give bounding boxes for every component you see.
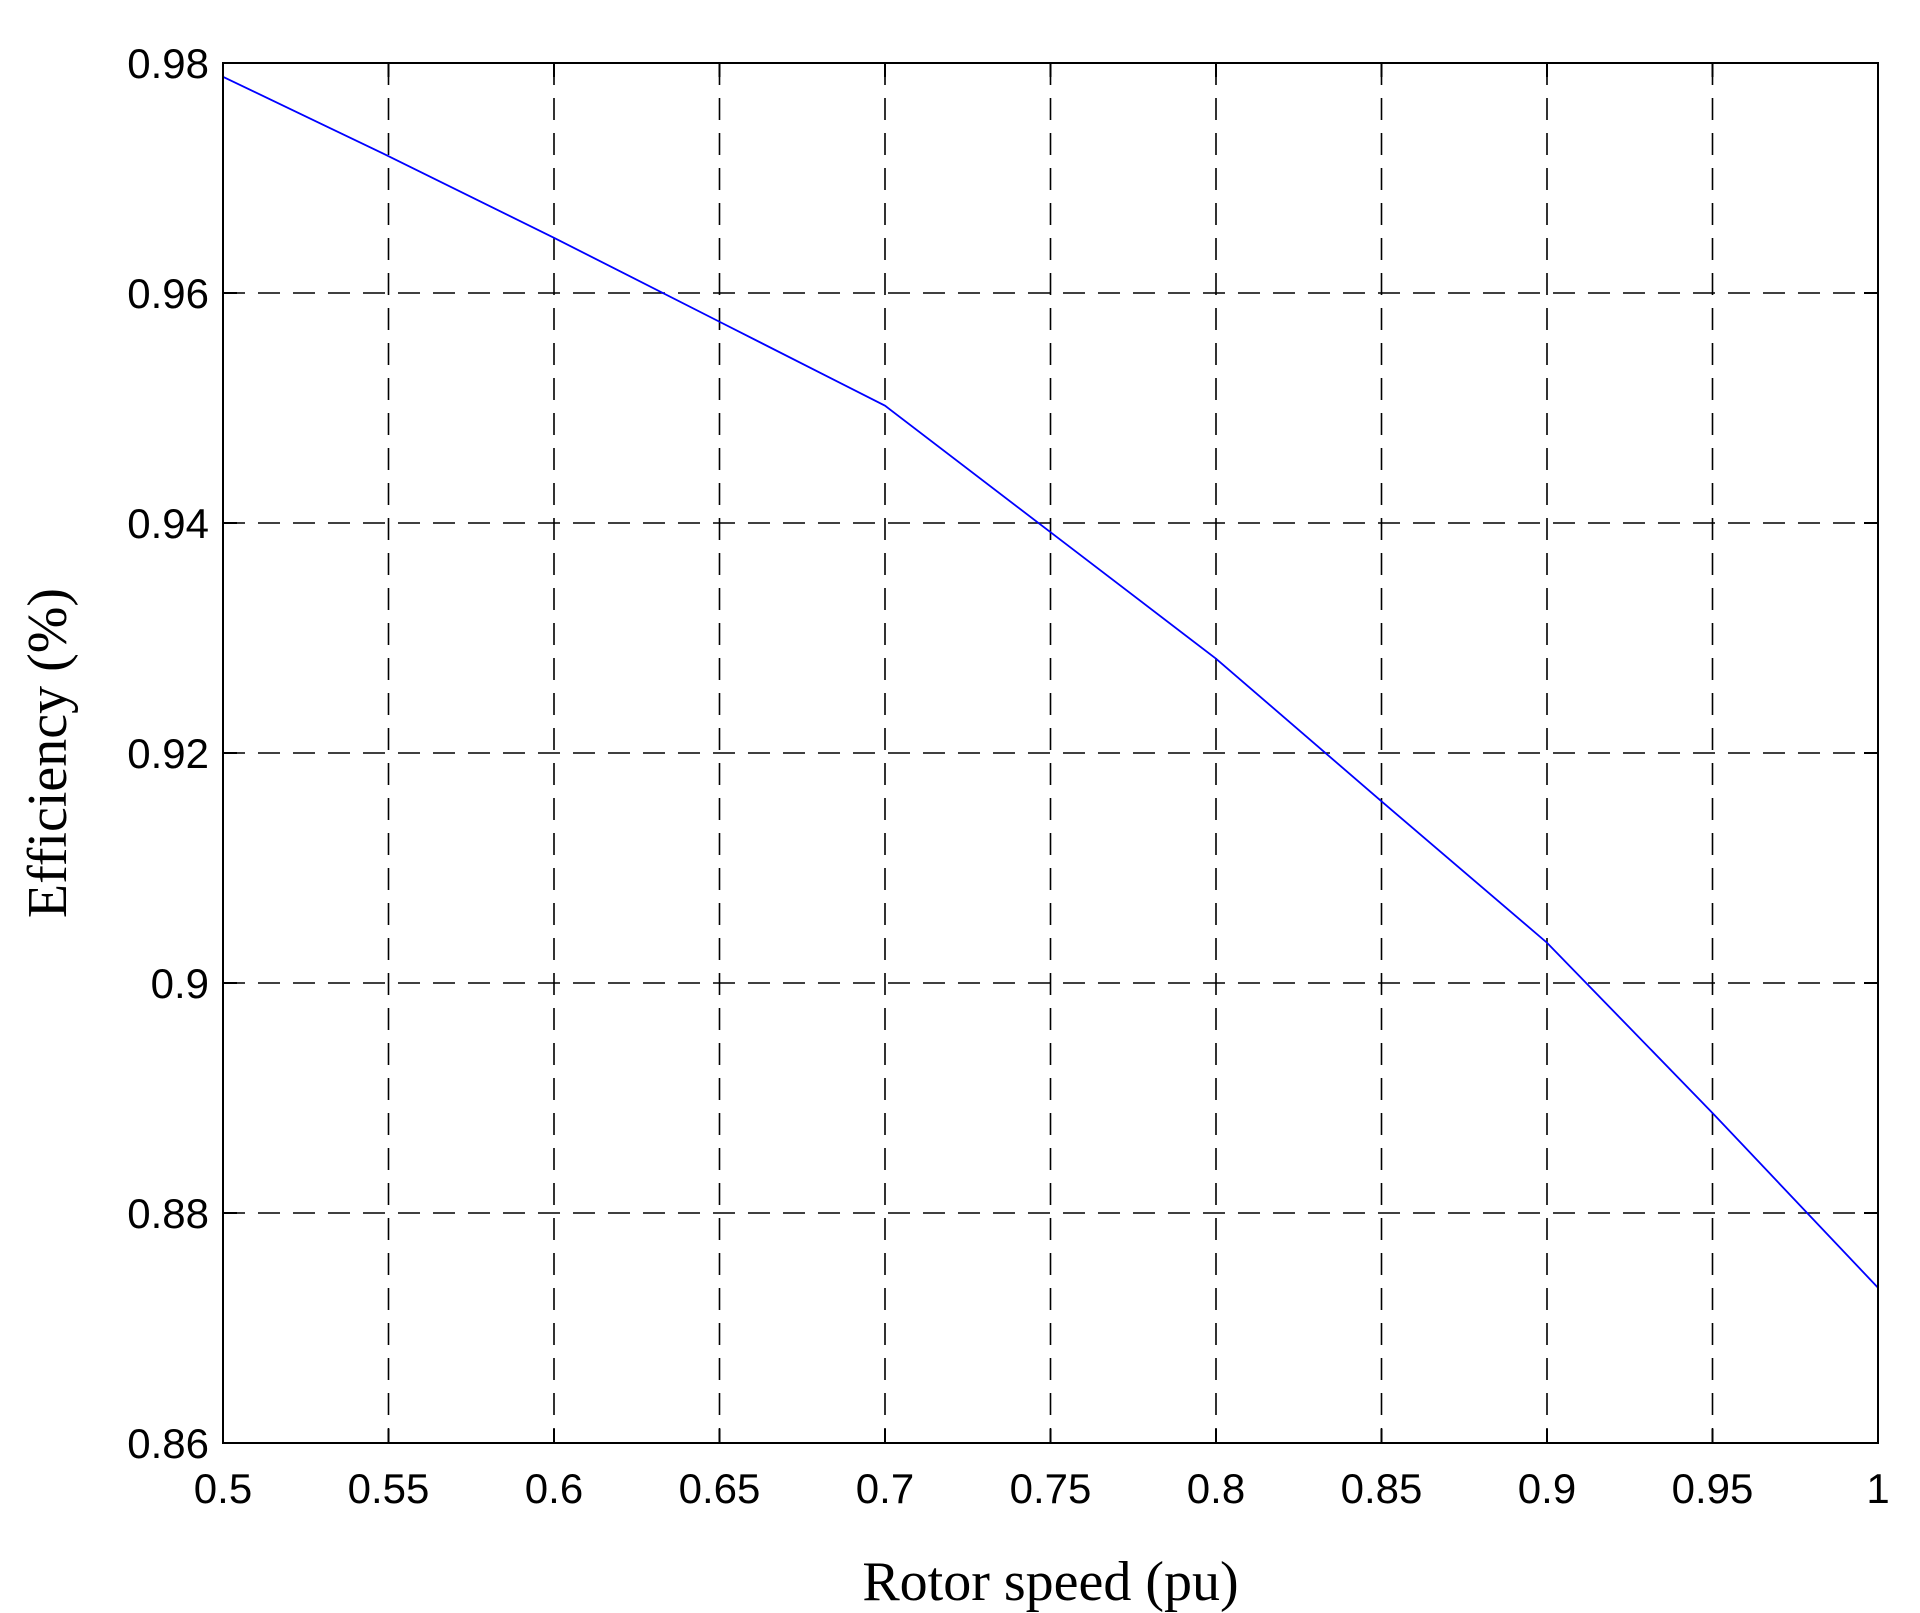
series-layer xyxy=(222,75,1879,1289)
efficiency-series-line xyxy=(222,75,1879,1289)
x-axis-ticks: 0.5 0.55 0.6 0.65 0.7 0.75 0.8 0.85 0.9 0.95 1 xyxy=(194,63,1890,1512)
x-tick-label: 0.5 xyxy=(194,1465,252,1512)
x-tick-label: 0.95 xyxy=(1672,1465,1754,1512)
x-tick-label: 0.55 xyxy=(348,1465,430,1512)
y-tick-label: 0.86 xyxy=(127,1420,209,1467)
x-tick-label: 0.65 xyxy=(679,1465,761,1512)
x-tick-label: 0.9 xyxy=(1518,1465,1576,1512)
y-axis-label: Efficiency (%) xyxy=(17,588,79,918)
y-axis-ticks: 0.86 0.88 0.9 0.92 0.94 0.96 0.98 xyxy=(127,40,1878,1467)
x-tick-label: 1 xyxy=(1866,1465,1889,1512)
y-tick-label: 0.94 xyxy=(127,500,209,547)
y-tick-label: 0.88 xyxy=(127,1190,209,1237)
y-tick-label: 0.92 xyxy=(127,730,209,777)
y-tick-label: 0.9 xyxy=(151,960,209,1007)
y-tick-label: 0.98 xyxy=(127,40,209,87)
y-gridlines xyxy=(223,292,1878,1214)
y-tick-label: 0.96 xyxy=(127,270,209,317)
x-axis-label: Rotor speed (pu) xyxy=(862,1551,1238,1613)
x-tick-label: 0.6 xyxy=(525,1465,583,1512)
x-tick-label: 0.8 xyxy=(1187,1465,1245,1512)
x-tick-label: 0.75 xyxy=(1010,1465,1092,1512)
x-tick-label: 0.85 xyxy=(1341,1465,1423,1512)
x-tick-label: 0.7 xyxy=(856,1465,914,1512)
